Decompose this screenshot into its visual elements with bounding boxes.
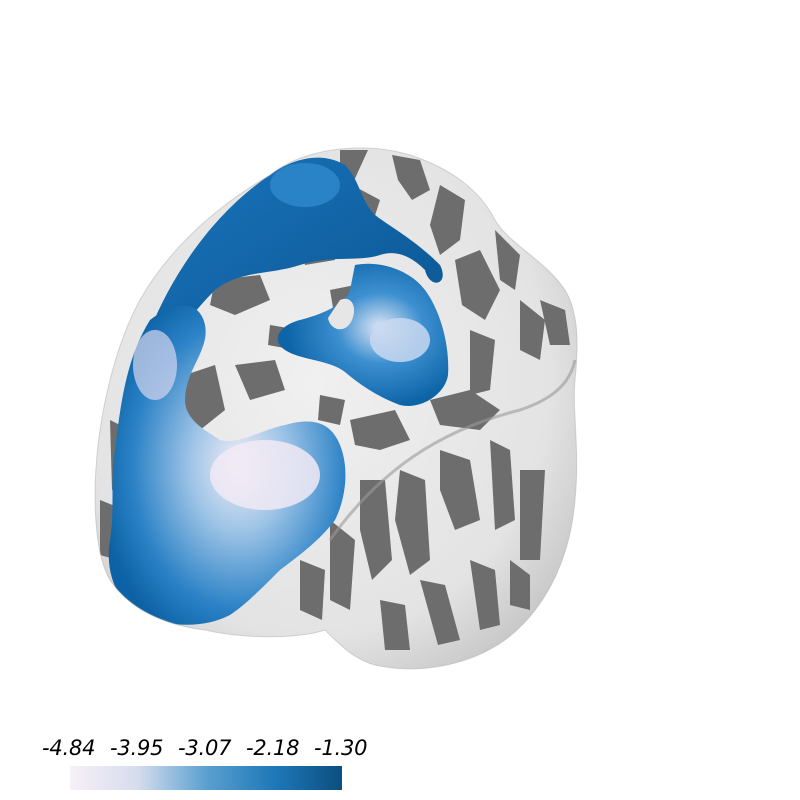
lobe-crease (328, 359, 577, 541)
colorbar: -4.84 -3.95 -3.07 -2.18 -1.30 (40, 736, 368, 796)
sulci-pattern (100, 150, 570, 650)
colorbar-tick-labels: -4.84 -3.95 -3.07 -2.18 -1.30 (40, 736, 370, 762)
colorbar-tick-2: -3.07 (178, 736, 232, 760)
colorbar-tick-1: -3.95 (110, 736, 164, 760)
surface-outline (94, 147, 578, 670)
colorbar-tick-0: -4.84 (42, 736, 96, 760)
colorbar-tick-3: -2.18 (246, 736, 300, 760)
colorbar-gradient (70, 766, 342, 790)
activation-overlay (108, 157, 449, 625)
colorbar-tick-4: -1.30 (314, 736, 368, 760)
cortical-surface (95, 147, 578, 669)
